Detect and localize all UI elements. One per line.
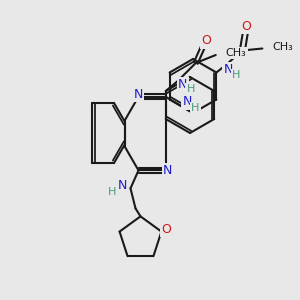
Text: N: N [134,88,143,101]
Text: N: N [183,95,192,108]
Text: O: O [242,20,251,33]
Text: O: O [201,34,211,47]
Text: H: H [191,103,200,113]
Text: O: O [161,223,171,236]
Text: N: N [224,63,233,76]
Text: N: N [178,79,188,92]
Text: H: H [232,70,241,80]
Text: H: H [108,188,117,197]
Text: CH₃: CH₃ [272,43,293,52]
Text: N: N [163,164,172,177]
Text: N: N [118,179,127,192]
Text: CH₃: CH₃ [226,48,247,58]
Text: H: H [187,84,195,94]
